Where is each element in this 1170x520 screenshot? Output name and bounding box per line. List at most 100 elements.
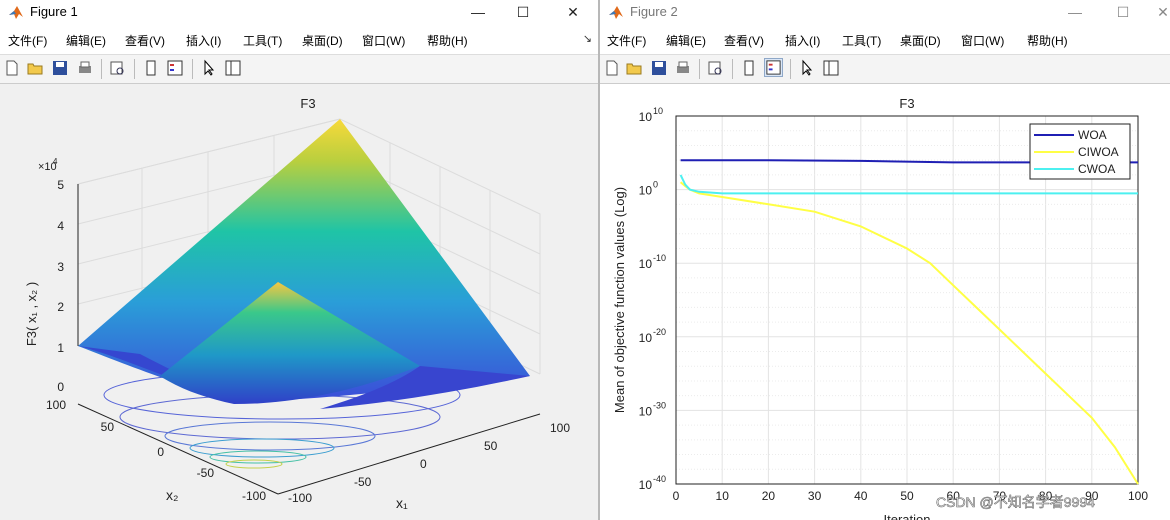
z-tick-2: 2 [57,300,64,314]
y-tick-exponent: 0 [653,180,658,190]
menu-file[interactable]: 文件(F) [8,34,48,48]
z-tick-0: 0 [57,380,64,394]
chart-title: F3 [899,96,914,111]
menu-edit[interactable]: 编辑(E) [666,34,706,48]
z-tick-5: 5 [57,178,64,192]
y-axis-label: Mean of objective function values (Log) [612,187,627,413]
figure2-titlebar[interactable]: Figure 2 — ☐ ✕ [600,0,1170,26]
property-inspector-icon[interactable] [764,58,783,77]
surface-plot[interactable]: F3 ×10 4 0 1 2 3 4 5 F3( x₁ , x₂ ) 100 5… [0,84,598,520]
menu-edit[interactable]: 编辑(E) [66,34,106,48]
x-tick-label: 60 [947,489,961,503]
open-file-icon[interactable] [625,59,643,77]
z-axis-label: F3( x₁ , x₂ ) [24,282,39,346]
save-icon[interactable] [650,59,668,77]
figure1-titlebar[interactable]: Figure 1 — ☐ ✕ [0,0,598,26]
menu-file[interactable]: 文件(F) [607,34,647,48]
dock-icon[interactable] [740,59,758,77]
x-tick-neg50: -50 [354,475,372,489]
y-tick-exponent: -10 [653,253,666,263]
toolbar-separator [790,59,791,79]
close-button[interactable]: ✕ [567,4,579,20]
new-figure-icon[interactable] [3,59,21,77]
plot-browser-icon[interactable] [224,59,242,77]
z-tick-1: 1 [57,341,64,355]
new-figure-icon[interactable] [603,59,621,77]
y-tick-label: 10 [639,257,653,271]
open-file-icon[interactable] [26,59,44,77]
window-divider [598,0,600,520]
menu-window[interactable]: 窗口(W) [362,34,406,48]
x-tick-label: 20 [762,489,776,503]
figure2-toolbar [600,54,1170,84]
series-line-cwoa [679,174,1138,195]
legend-label-woa: WOA [1078,128,1107,142]
z-tick-4: 4 [57,219,64,233]
surface-right-edge [320,366,530,409]
y-tick-exponent: 10 [653,106,663,116]
x-tick-100: 100 [550,421,570,435]
y-tick-exponent: -30 [653,400,666,410]
property-inspector-icon[interactable] [166,59,184,77]
menu-insert[interactable]: 插入(I) [785,34,821,48]
chart-frame [675,115,1139,485]
menu-window[interactable]: 窗口(W) [961,34,1005,48]
y-tick-exponent: -20 [653,327,666,337]
x-tick-label: 70 [993,489,1007,503]
toolbar-separator [134,59,135,79]
print-preview-icon[interactable] [108,59,126,77]
z-exponent-power: 4 [53,157,58,166]
close-button[interactable]: ✕ [1157,4,1169,20]
print-preview-icon[interactable] [706,59,724,77]
y-tick-label: 10 [639,331,653,345]
z-tick-3: 3 [57,260,64,274]
pointer-icon[interactable] [200,59,218,77]
y-tick-exponent: -40 [653,474,666,484]
x-tick-label: 50 [900,489,914,503]
x-tick-label: 100 [1128,489,1148,503]
matlab-logo-icon [9,6,23,19]
print-icon[interactable] [674,59,692,77]
window-title: Figure 1 [30,4,78,19]
minimize-button[interactable]: — [1068,4,1082,20]
figure2-menubar: 文件(F) 编辑(E) 查看(V) 插入(I) 工具(T) 桌面(D) 窗口(W… [600,28,1170,52]
x-tick-neg100: -100 [288,491,312,505]
x-tick-label: 90 [1085,489,1099,503]
y-tick-label: 10 [639,478,653,492]
x-tick-50: 50 [484,439,498,453]
z-exponent-base: ×10 [38,161,57,173]
figure2-window: Figure 2 — ☐ ✕ 文件(F) 编辑(E) 查看(V) 插入(I) 工… [600,0,1170,520]
minimize-button[interactable]: — [471,4,485,20]
chart-legend[interactable]: WOA CIWOA CWOA [1029,123,1131,180]
figure1-menubar: 文件(F) 编辑(E) 查看(V) 插入(I) 工具(T) 桌面(D) 窗口(W… [0,28,598,52]
pointer-icon[interactable] [798,59,816,77]
plot-title: F3 [300,96,315,111]
menu-help[interactable]: 帮助(H) [427,34,468,48]
menu-tools[interactable]: 工具(T) [842,34,882,48]
x-tick-label: 80 [1039,489,1053,503]
plot-browser-icon[interactable] [822,59,840,77]
menu-view[interactable]: 查看(V) [724,34,764,48]
y-tick-100: 100 [46,398,66,412]
axis-lines [77,184,541,495]
window-title: Figure 2 [630,4,678,19]
print-icon[interactable] [76,59,94,77]
surface-back [78,119,530,400]
menu-desktop[interactable]: 桌面(D) [302,34,343,48]
toolbar-separator [732,59,733,79]
menu-overflow-icon[interactable]: ↘ [582,33,592,45]
menu-view[interactable]: 查看(V) [125,34,165,48]
maximize-button[interactable]: ☐ [1116,4,1130,20]
surface-front [160,282,420,404]
y-tick-50: 50 [101,420,115,434]
menu-desktop[interactable]: 桌面(D) [900,34,941,48]
menu-tools[interactable]: 工具(T) [243,34,283,48]
dock-icon[interactable] [142,59,160,77]
save-icon[interactable] [51,59,69,77]
toolbar-separator [101,59,102,79]
maximize-button[interactable]: ☐ [516,4,530,20]
menu-insert[interactable]: 插入(I) [186,34,222,48]
menu-help[interactable]: 帮助(H) [1027,34,1068,48]
